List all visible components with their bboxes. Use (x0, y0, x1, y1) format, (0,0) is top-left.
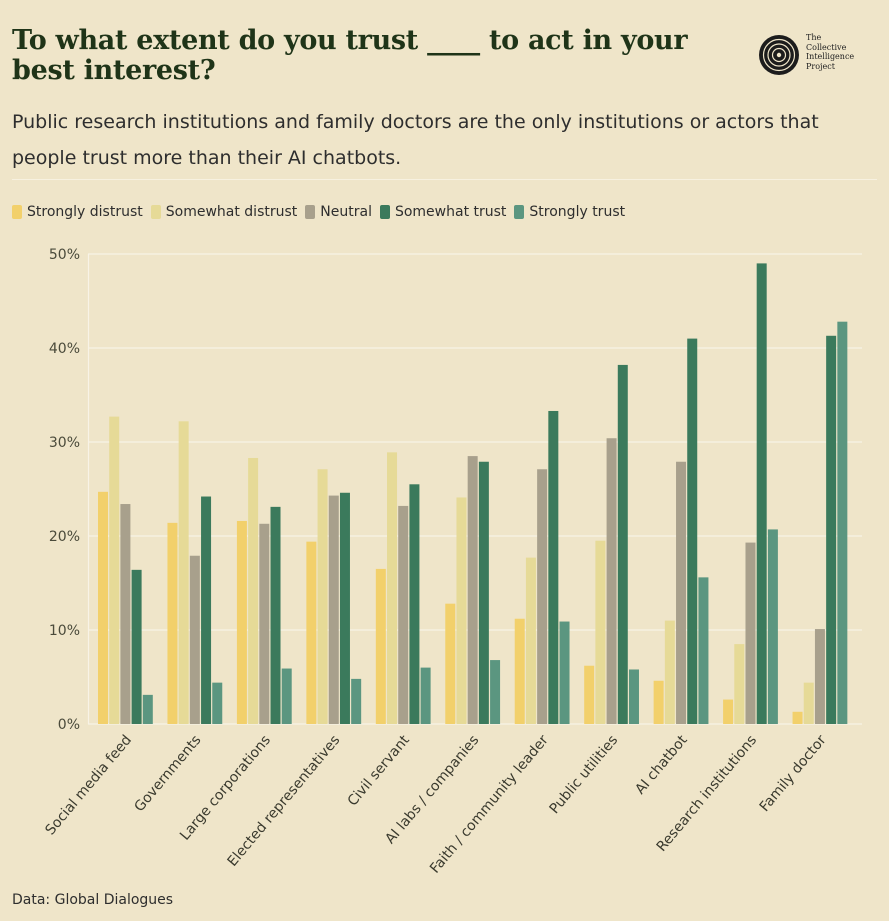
bar (837, 321, 848, 724)
bar (281, 668, 292, 724)
bar (617, 364, 628, 724)
bar (445, 603, 456, 724)
legend-label: Strongly distrust (27, 204, 143, 220)
legend-swatch (12, 205, 22, 219)
legend-label: Somewhat trust (394, 204, 507, 220)
legend-swatch (514, 205, 525, 219)
bar (351, 678, 362, 724)
bar (98, 491, 108, 724)
category-label: Faith / community leader (427, 732, 552, 876)
bar (456, 497, 467, 724)
chart-title: To what extent do you trust ____ to act … (12, 25, 688, 86)
bar (212, 682, 223, 724)
legend-swatch (379, 205, 390, 219)
bar (189, 555, 200, 724)
legend-item: Neutral (305, 204, 372, 220)
bar (236, 520, 247, 724)
bar (490, 660, 501, 724)
bar (548, 410, 559, 724)
bar (109, 416, 120, 724)
bar (559, 621, 570, 724)
legend-item: Somewhat distrust (150, 204, 298, 220)
bar (606, 438, 617, 724)
bar (814, 629, 825, 724)
bar (537, 469, 548, 724)
bar (595, 540, 606, 724)
bar (745, 542, 756, 724)
bar (467, 456, 478, 724)
bar (339, 492, 350, 724)
legend-swatch (305, 205, 316, 219)
bar (201, 496, 212, 724)
bar (131, 569, 142, 724)
bar (803, 682, 814, 724)
bar (628, 669, 639, 724)
bar (734, 644, 745, 724)
bar (792, 711, 803, 724)
category-label: Civil servant (345, 732, 414, 809)
legend-item: Somewhat trust (379, 204, 507, 220)
bar (676, 461, 687, 724)
bar (178, 421, 189, 724)
logo-wordmark: The Collective Intelligence Project (806, 33, 866, 71)
bar (826, 335, 837, 724)
bar (167, 522, 178, 724)
bar (664, 620, 675, 724)
chart-legend: Strongly distrust Somewhat distrust Neutra… (12, 204, 633, 220)
logo-line: Project (806, 61, 835, 71)
y-tick-label: 30% (49, 435, 80, 451)
bar (306, 541, 317, 724)
legend-swatch (150, 205, 161, 219)
bar (248, 457, 259, 724)
bar (514, 618, 525, 724)
bar (584, 665, 595, 724)
chart-subtitle: Public research institutions and family … (12, 111, 819, 169)
data-source: Data: Global Dialogues (12, 892, 174, 908)
bar (756, 263, 767, 724)
bar (120, 504, 131, 724)
bar (270, 506, 281, 724)
y-tick-label: 40% (49, 341, 80, 357)
bar (698, 577, 709, 724)
bar (653, 680, 664, 724)
legend-item: Strongly distrust (12, 204, 143, 220)
legend-item: Strongly trust (514, 204, 625, 220)
logo-line: The (806, 33, 822, 42)
logo-line: Intelligence (806, 52, 855, 61)
category-label: Governments (131, 732, 204, 815)
category-label: AI chatbot (632, 732, 691, 798)
bar (328, 495, 339, 724)
legend-label: Neutral (320, 204, 372, 220)
y-tick-label: 10% (49, 623, 80, 639)
legend-label: Somewhat distrust (165, 204, 298, 220)
legend-label: Strongly trust (529, 204, 626, 220)
bar (478, 461, 489, 724)
category-label: Family doctor (757, 732, 830, 815)
category-label: Public utilities (547, 732, 622, 817)
logo-line: Collective (806, 42, 847, 52)
category-label: Elected representatives (225, 732, 344, 869)
collective-intelligence-project-logo: The Collective Intelligence Project (758, 33, 858, 79)
logo-rings-icon (759, 35, 799, 75)
bar (420, 667, 431, 724)
header-divider (12, 179, 877, 180)
bar (767, 529, 778, 724)
bar (525, 557, 536, 724)
bar (375, 568, 386, 724)
y-tick-label: 0% (58, 717, 80, 733)
bar-chart: 0% 10% 20% 30% 40% 50% Social media feedGovern… (42, 247, 862, 877)
bar (387, 452, 398, 724)
bar (723, 699, 734, 724)
bar (259, 523, 270, 724)
y-tick-label: 50% (49, 247, 80, 263)
bar (398, 505, 409, 724)
bar (317, 469, 328, 724)
bar (687, 338, 698, 724)
bar (142, 694, 153, 724)
bar (409, 484, 420, 724)
y-tick-label: 20% (49, 529, 80, 545)
category-label: Social media feed (42, 732, 135, 838)
